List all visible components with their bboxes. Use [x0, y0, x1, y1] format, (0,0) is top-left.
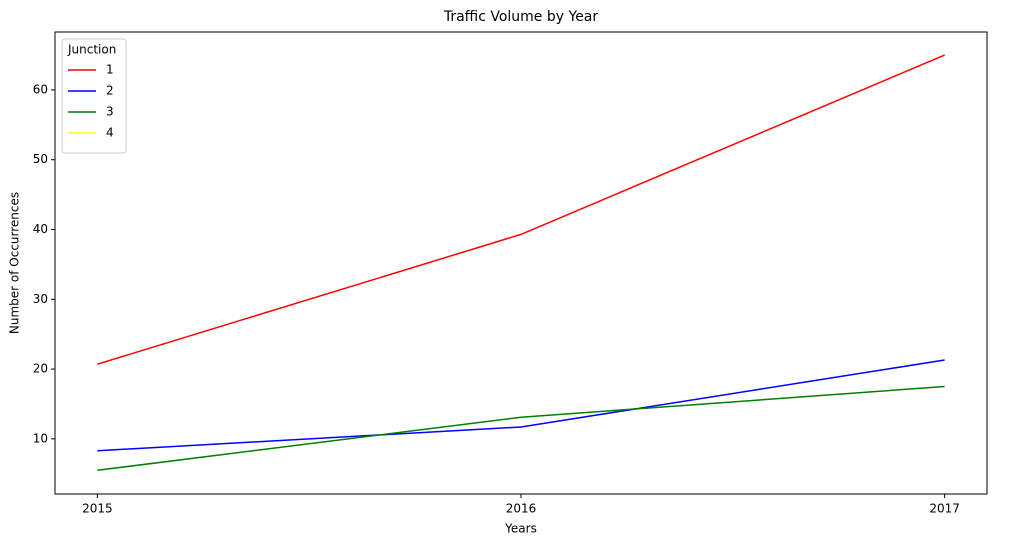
legend-box	[61, 38, 127, 154]
legend-label: 1	[106, 63, 114, 77]
plot-frame	[54, 31, 988, 495]
series-line	[97, 359, 945, 452]
legend-label: 2	[106, 84, 114, 98]
x-axis-label: Years	[504, 522, 537, 536]
x-tick-label: 2016	[506, 502, 537, 516]
y-tick-label: 20	[33, 362, 48, 376]
y-tick-label: 50	[33, 152, 48, 166]
legend-label: 4	[106, 126, 114, 140]
y-tick-label: 40	[33, 222, 48, 236]
y-tick-label: 30	[33, 292, 48, 306]
x-tick-label: 2015	[82, 502, 113, 516]
chart-title: Traffic Volume by Year	[443, 9, 599, 25]
series-line	[97, 385, 945, 472]
y-axis-label: Number of Occurrences	[8, 192, 22, 334]
y-tick-label: 10	[33, 431, 48, 445]
series-line	[97, 54, 945, 365]
x-tick-label: 2017	[929, 502, 960, 516]
y-tick-label: 60	[33, 82, 48, 96]
legend-title: Junction	[67, 43, 116, 57]
legend-label: 3	[106, 105, 114, 119]
